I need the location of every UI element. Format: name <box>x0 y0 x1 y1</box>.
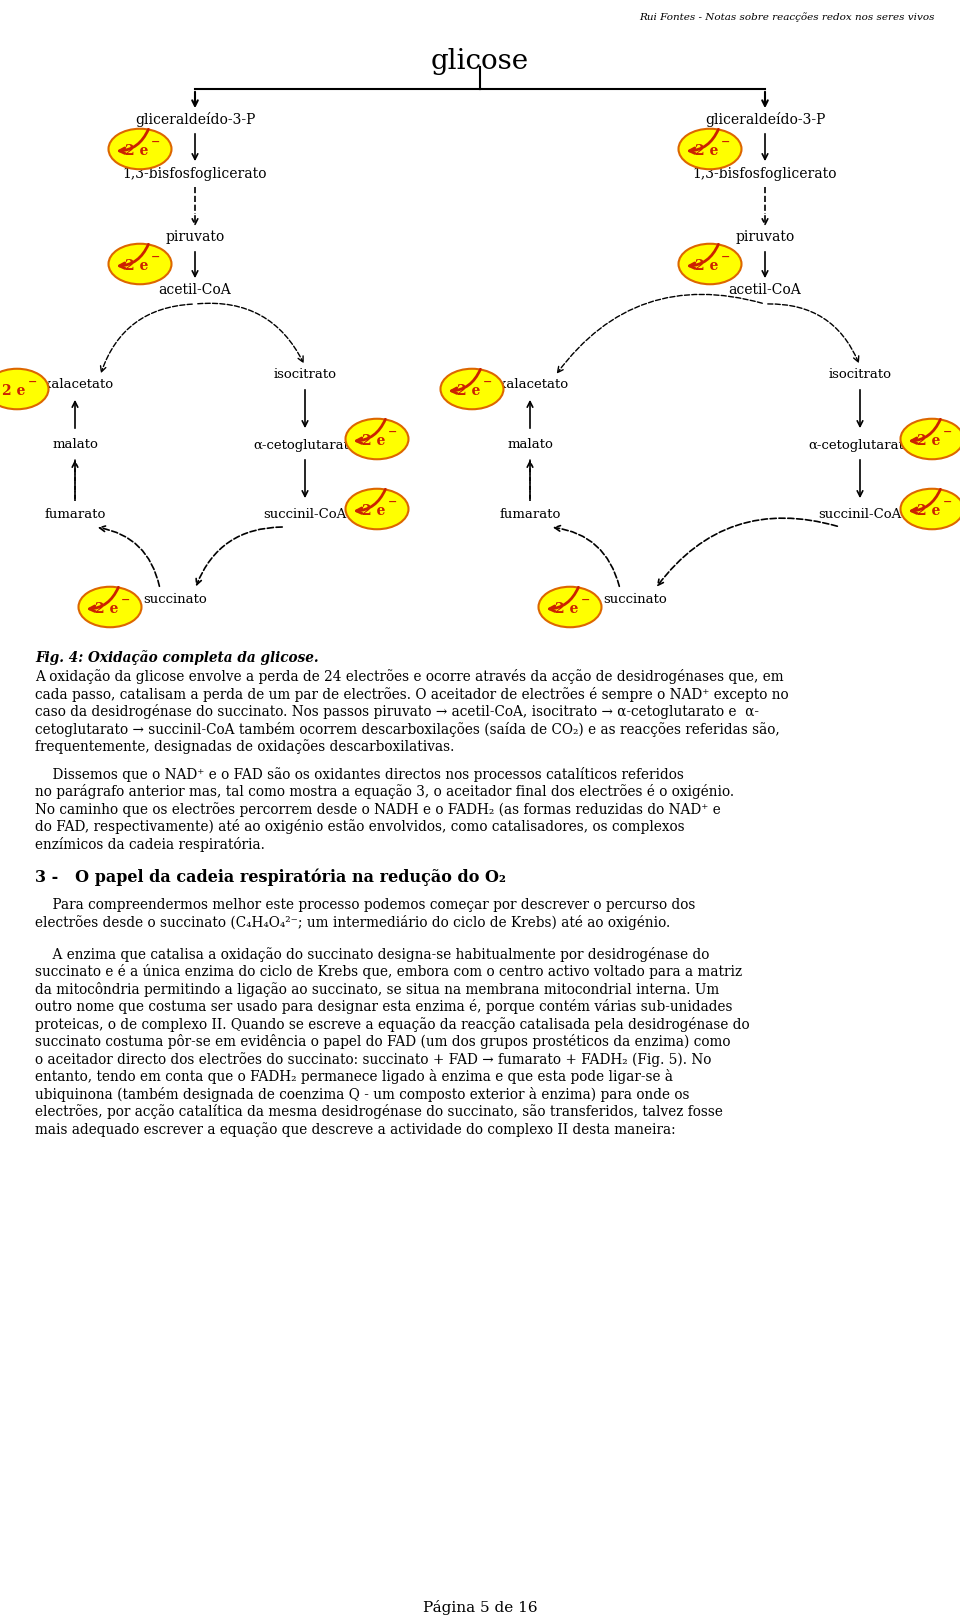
Text: fumarato: fumarato <box>44 508 106 521</box>
Text: −: − <box>943 495 952 506</box>
Text: outro nome que costuma ser usado para designar esta enzima é, porque contém vári: outro nome que costuma ser usado para de… <box>35 998 732 1014</box>
Text: Para compreendermos melhor este processo podemos começar por descrever o percurs: Para compreendermos melhor este processo… <box>35 898 695 911</box>
Text: −: − <box>483 377 492 386</box>
Text: acetil-CoA: acetil-CoA <box>729 282 802 297</box>
Text: isocitrato: isocitrato <box>274 368 337 381</box>
Text: enzímicos da cadeia respiratória.: enzímicos da cadeia respiratória. <box>35 836 265 852</box>
Text: acetil-CoA: acetil-CoA <box>158 282 231 297</box>
Text: malato: malato <box>52 438 98 451</box>
Text: 2 e: 2 e <box>95 602 119 615</box>
Text: −: − <box>28 377 37 386</box>
Text: cetoglutarato → succinil-CoA também ocorrem descarboxilações (saída de CO₂) e as: cetoglutarato → succinil-CoA também ocor… <box>35 722 780 737</box>
Text: gliceraldeído-3-P: gliceraldeído-3-P <box>134 112 255 127</box>
Text: −: − <box>388 425 397 437</box>
Text: ubiquinona (também designada de coenzima Q - um composto exterior à enzima) para: ubiquinona (também designada de coenzima… <box>35 1086 689 1100</box>
Text: no parágrafo anterior mas, tal como mostra a equação 3, o aceitador final dos el: no parágrafo anterior mas, tal como most… <box>35 784 734 799</box>
Text: caso da desidrogénase do succinato. Nos passos piruvato → acetil-CoA, isocitrato: caso da desidrogénase do succinato. Nos … <box>35 704 759 719</box>
Text: isocitrato: isocitrato <box>828 368 892 381</box>
Text: 1,3-bisfosfoglicerato: 1,3-bisfosfoglicerato <box>693 167 837 180</box>
Text: −: − <box>121 594 131 605</box>
Text: α-cetoglutarato: α-cetoglutarato <box>253 438 357 451</box>
Text: 2 e: 2 e <box>362 433 386 448</box>
Text: 2 e: 2 e <box>695 258 719 273</box>
Text: fumarato: fumarato <box>499 508 561 521</box>
Text: 2 e: 2 e <box>555 602 579 615</box>
Ellipse shape <box>346 490 409 531</box>
Text: succinato: succinato <box>143 592 206 605</box>
Text: 1,3-bisfosfoglicerato: 1,3-bisfosfoglicerato <box>123 167 267 180</box>
Text: oxalacetato: oxalacetato <box>492 378 568 391</box>
Ellipse shape <box>0 370 49 411</box>
Text: succinato e é a única enzima do ciclo de Krebs que, embora com o centro activo v: succinato e é a única enzima do ciclo de… <box>35 964 742 979</box>
Text: malato: malato <box>507 438 553 451</box>
Ellipse shape <box>679 245 741 286</box>
Text: succinil-CoA: succinil-CoA <box>818 508 901 521</box>
Text: succinato costuma pôr-se em evidência o papel do FAD (um dos grupos prostéticos : succinato costuma pôr-se em evidência o … <box>35 1034 731 1048</box>
Ellipse shape <box>679 130 741 170</box>
Text: 2 e: 2 e <box>2 383 26 398</box>
Ellipse shape <box>108 130 172 170</box>
Text: do FAD, respectivamente) até ao oxigénio estão envolvidos, como catalisadores, o: do FAD, respectivamente) até ao oxigénio… <box>35 820 684 834</box>
Text: piruvato: piruvato <box>165 230 225 243</box>
Text: gliceraldeído-3-P: gliceraldeído-3-P <box>705 112 826 127</box>
Text: 2 e: 2 e <box>918 503 941 518</box>
Text: Página 5 de 16: Página 5 de 16 <box>422 1599 538 1613</box>
Text: −: − <box>581 594 590 605</box>
Text: No caminho que os electrões percorrem desde o NADH e o FADH₂ (as formas reduzida: No caminho que os electrões percorrem de… <box>35 802 721 816</box>
Ellipse shape <box>108 245 172 286</box>
Ellipse shape <box>900 490 960 531</box>
Text: −: − <box>388 495 397 506</box>
Text: 2 e: 2 e <box>457 383 481 398</box>
Ellipse shape <box>900 419 960 459</box>
Text: −: − <box>721 252 731 261</box>
Text: 2 e: 2 e <box>695 144 719 157</box>
Text: electrões desde o succinato (C₄H₄O₄²⁻; um intermediário do ciclo de Krebs) até a: electrões desde o succinato (C₄H₄O₄²⁻; u… <box>35 915 670 930</box>
Text: o aceitador directo dos electrões do succinato: succinato + FAD → fumarato + FAD: o aceitador directo dos electrões do suc… <box>35 1052 711 1066</box>
Text: 2 e: 2 e <box>362 503 386 518</box>
Text: frequentemente, designadas de oxidações descarboxilativas.: frequentemente, designadas de oxidações … <box>35 738 454 755</box>
Text: α-cetoglutarato: α-cetoglutarato <box>808 438 912 451</box>
Ellipse shape <box>346 419 409 459</box>
Text: Fig. 4: Oxidação completa da glicose.: Fig. 4: Oxidação completa da glicose. <box>35 649 319 664</box>
Text: −: − <box>151 136 160 148</box>
Text: 2 e: 2 e <box>126 258 149 273</box>
Text: 2 e: 2 e <box>126 144 149 157</box>
Text: glicose: glicose <box>431 49 529 75</box>
Ellipse shape <box>539 588 602 628</box>
Text: Rui Fontes - Notas sobre reacções redox nos seres vivos: Rui Fontes - Notas sobre reacções redox … <box>639 11 935 21</box>
Text: −: − <box>151 252 160 261</box>
Ellipse shape <box>441 370 503 411</box>
Text: succinil-CoA: succinil-CoA <box>263 508 347 521</box>
Text: Dissemos que o NAD⁺ e o FAD são os oxidantes directos nos processos catalíticos : Dissemos que o NAD⁺ e o FAD são os oxida… <box>35 766 684 782</box>
Text: −: − <box>721 136 731 148</box>
Text: oxalacetato: oxalacetato <box>36 378 113 391</box>
Text: −: − <box>943 425 952 437</box>
Text: proteicas, o de complexo II. Quando se escreve a equação da reacção catalisada p: proteicas, o de complexo II. Quando se e… <box>35 1016 750 1031</box>
Text: 3 -   O papel da cadeia respiratória na redução do O₂: 3 - O papel da cadeia respiratória na re… <box>35 868 506 886</box>
Ellipse shape <box>79 588 141 628</box>
Text: entanto, tendo em conta que o FADH₂ permanece ligado à enzima e que esta pode li: entanto, tendo em conta que o FADH₂ perm… <box>35 1068 673 1084</box>
Text: succinato: succinato <box>603 592 667 605</box>
Text: A enzima que catalisa a oxidação do succinato designa-se habitualmente por desid: A enzima que catalisa a oxidação do succ… <box>35 946 709 961</box>
Text: piruvato: piruvato <box>735 230 795 243</box>
Text: cada passo, catalisam a perda de um par de electrões. O aceitador de electrões é: cada passo, catalisam a perda de um par … <box>35 687 788 701</box>
Text: mais adequado escrever a equação que descreve a actividade do complexo II desta : mais adequado escrever a equação que des… <box>35 1121 676 1136</box>
Text: da mitocôndria permitindo a ligação ao succinato, se situa na membrana mitocondr: da mitocôndria permitindo a ligação ao s… <box>35 982 719 997</box>
Text: A oxidação da glicose envolve a perda de 24 electrões e ocorre através da acção : A oxidação da glicose envolve a perda de… <box>35 669 783 683</box>
Text: 2 e: 2 e <box>918 433 941 448</box>
Text: electrões, por acção catalítica da mesma desidrogénase do succinato, são transfe: electrões, por acção catalítica da mesma… <box>35 1104 723 1118</box>
